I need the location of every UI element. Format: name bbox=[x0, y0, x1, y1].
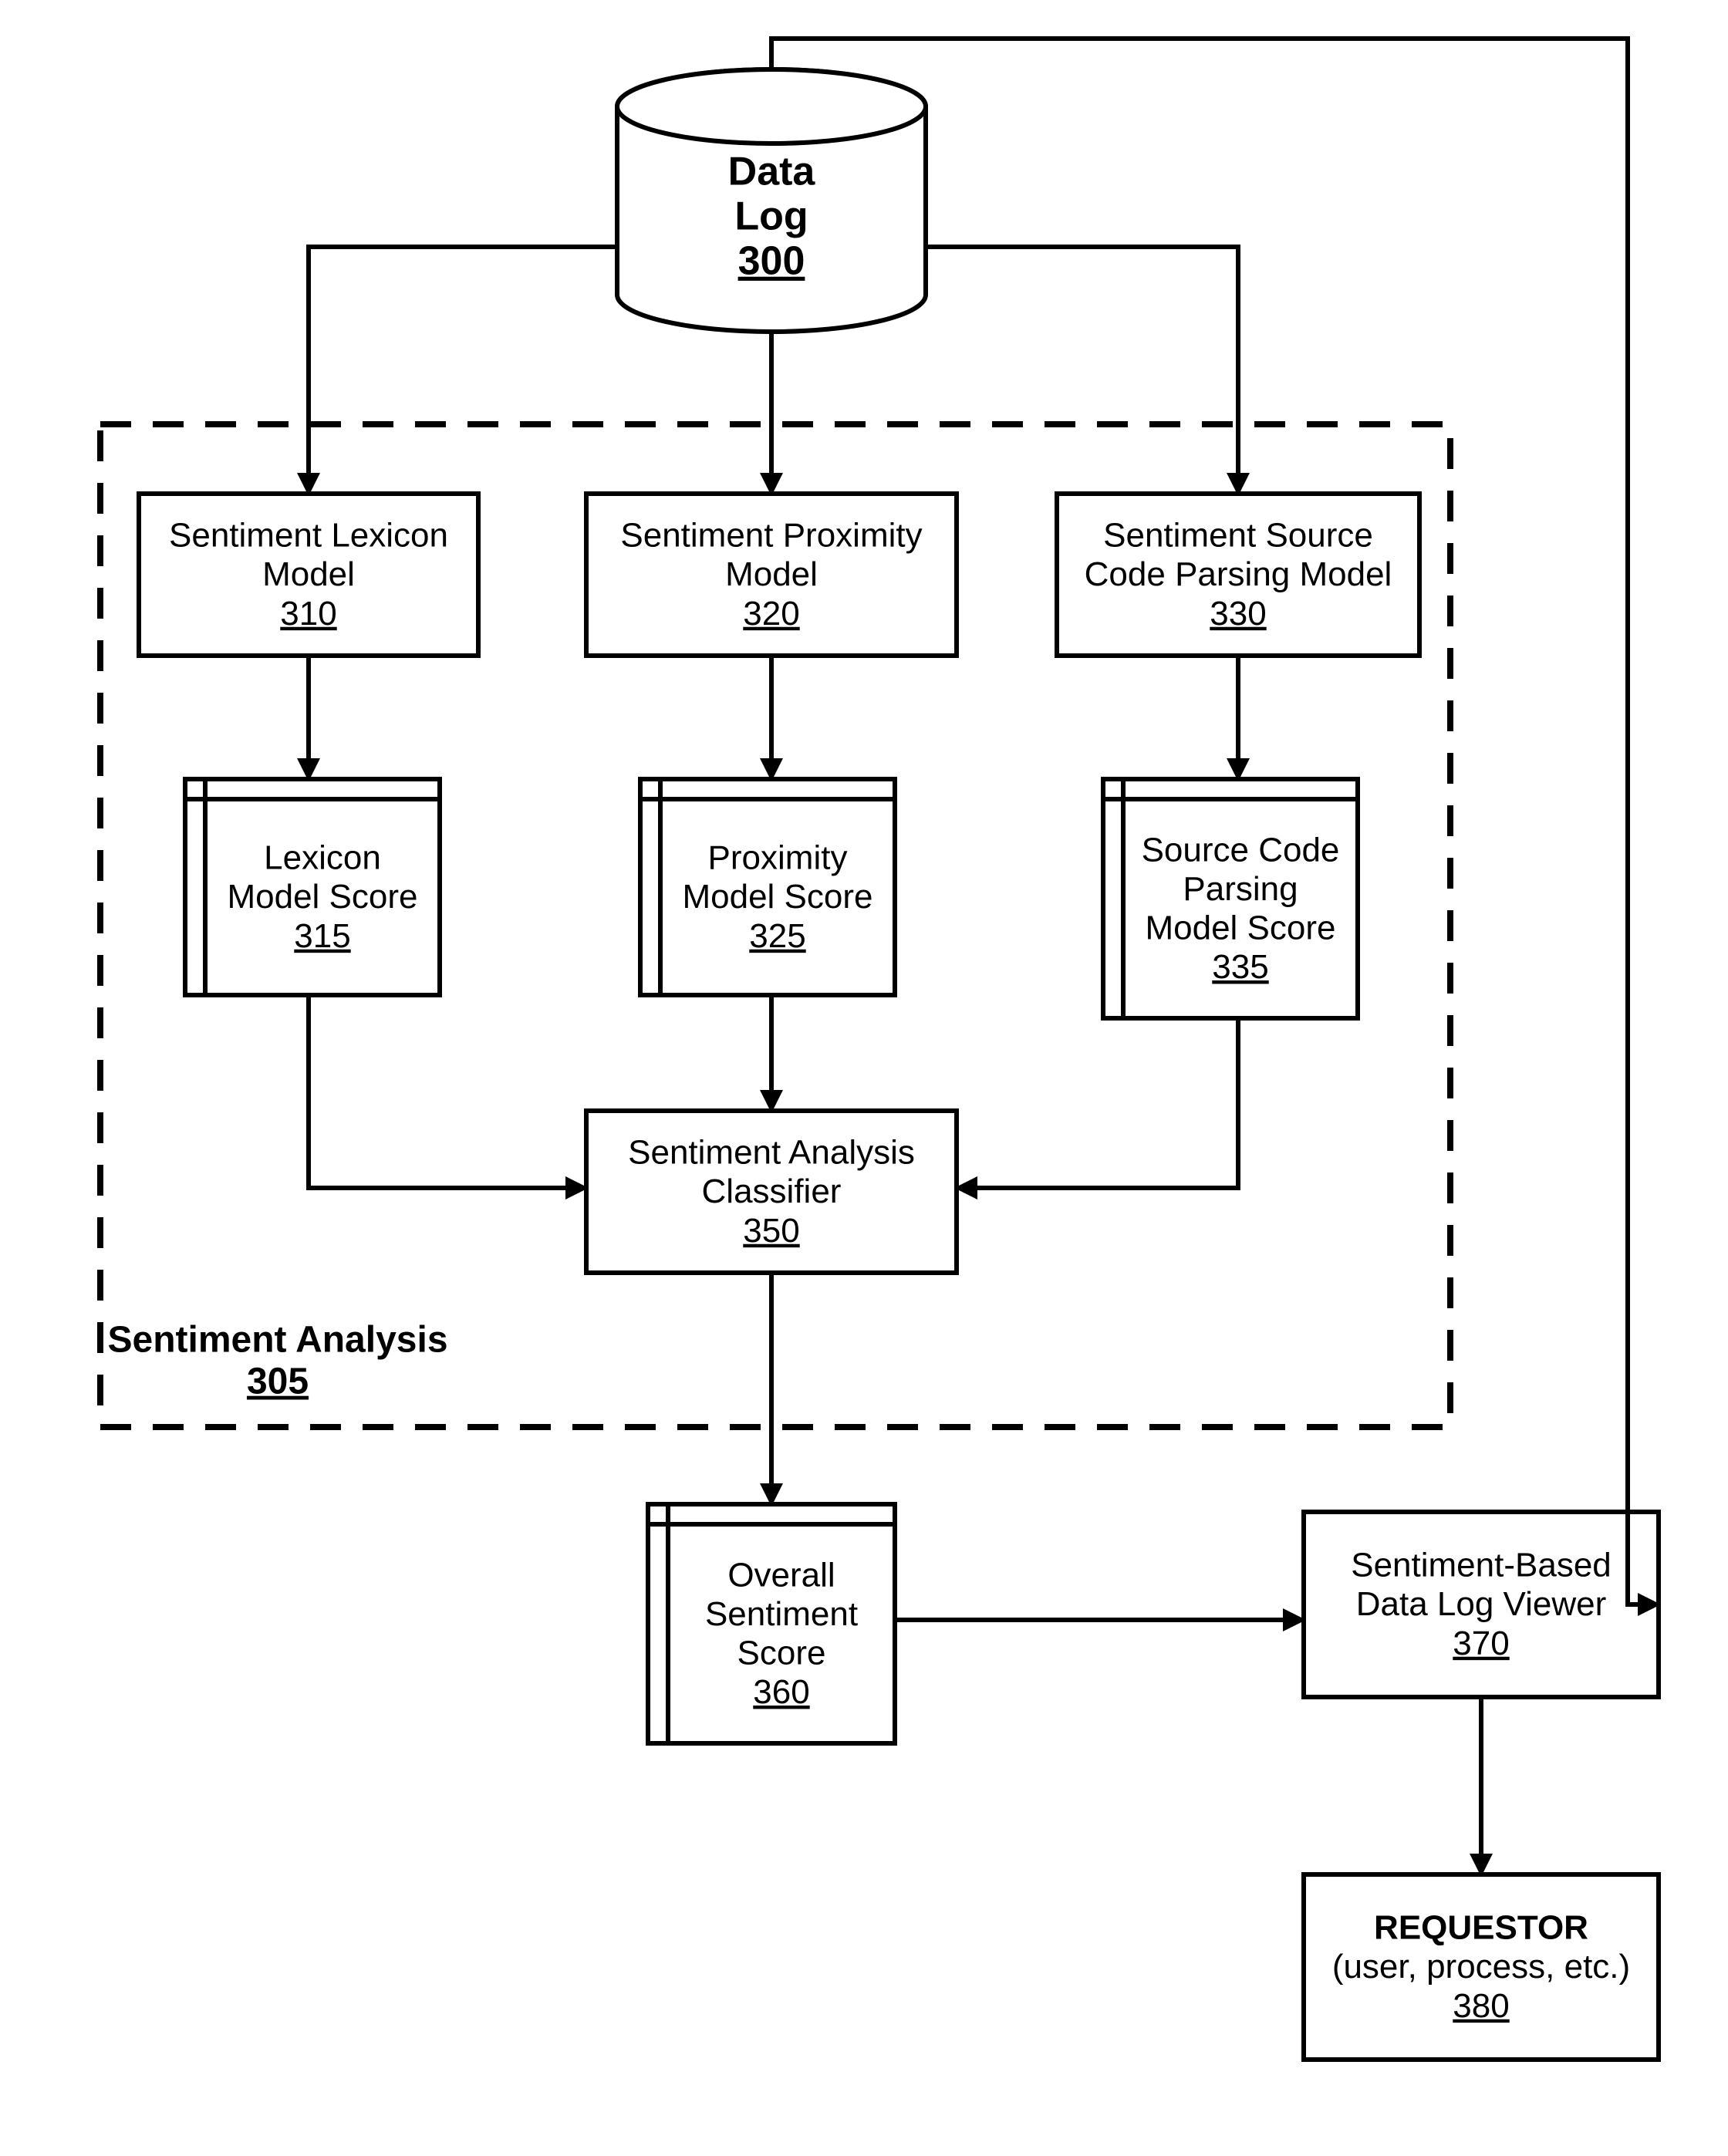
svg-text:Sentiment Proximity: Sentiment Proximity bbox=[620, 517, 922, 555]
svg-text:Model Score: Model Score bbox=[227, 878, 417, 916]
svg-text:Score: Score bbox=[737, 1634, 826, 1672]
svg-text:Data: Data bbox=[728, 150, 816, 194]
svg-text:350: 350 bbox=[743, 1212, 799, 1250]
svg-text:335: 335 bbox=[1212, 948, 1268, 986]
svg-text:Sentiment Analysis: Sentiment Analysis bbox=[628, 1134, 915, 1172]
svg-text:Overall: Overall bbox=[727, 1556, 835, 1594]
svg-text:315: 315 bbox=[294, 917, 350, 955]
svg-text:300: 300 bbox=[738, 239, 805, 284]
svg-text:Model: Model bbox=[725, 555, 818, 593]
svg-text:Sentiment Lexicon: Sentiment Lexicon bbox=[169, 517, 448, 555]
svg-text:(user, process, etc.): (user, process, etc.) bbox=[1332, 1948, 1630, 1986]
svg-text:Parsing: Parsing bbox=[1183, 870, 1298, 908]
svg-text:Model: Model bbox=[262, 555, 355, 593]
svg-text:REQUESTOR: REQUESTOR bbox=[1374, 1909, 1588, 1947]
svg-text:310: 310 bbox=[280, 595, 336, 633]
svg-text:Sentiment Analysis: Sentiment Analysis bbox=[107, 1320, 447, 1361]
svg-text:Classifier: Classifier bbox=[702, 1172, 842, 1210]
svg-text:Sentiment: Sentiment bbox=[705, 1595, 858, 1633]
svg-text:Model Score: Model Score bbox=[1145, 909, 1335, 946]
svg-text:325: 325 bbox=[749, 917, 805, 955]
svg-text:Proximity: Proximity bbox=[708, 839, 848, 877]
svg-text:330: 330 bbox=[1210, 595, 1266, 633]
svg-text:380: 380 bbox=[1453, 1987, 1509, 2025]
svg-text:Data Log Viewer: Data Log Viewer bbox=[1356, 1585, 1607, 1623]
svg-text:Model Score: Model Score bbox=[682, 878, 872, 916]
svg-text:Code Parsing Model: Code Parsing Model bbox=[1085, 555, 1392, 593]
sentiment-analysis-flowchart: Sentiment Analysis305DataLog300Sentiment… bbox=[0, 0, 1728, 2156]
svg-text:Lexicon: Lexicon bbox=[264, 839, 381, 877]
svg-text:370: 370 bbox=[1453, 1625, 1509, 1662]
svg-text:360: 360 bbox=[753, 1673, 809, 1711]
svg-text:Log: Log bbox=[734, 194, 808, 239]
svg-text:305: 305 bbox=[247, 1361, 309, 1402]
svg-text:Sentiment-Based: Sentiment-Based bbox=[1351, 1547, 1612, 1584]
svg-text:Source Code: Source Code bbox=[1142, 831, 1340, 869]
svg-text:320: 320 bbox=[743, 595, 799, 633]
svg-text:Sentiment Source: Sentiment Source bbox=[1103, 517, 1373, 555]
